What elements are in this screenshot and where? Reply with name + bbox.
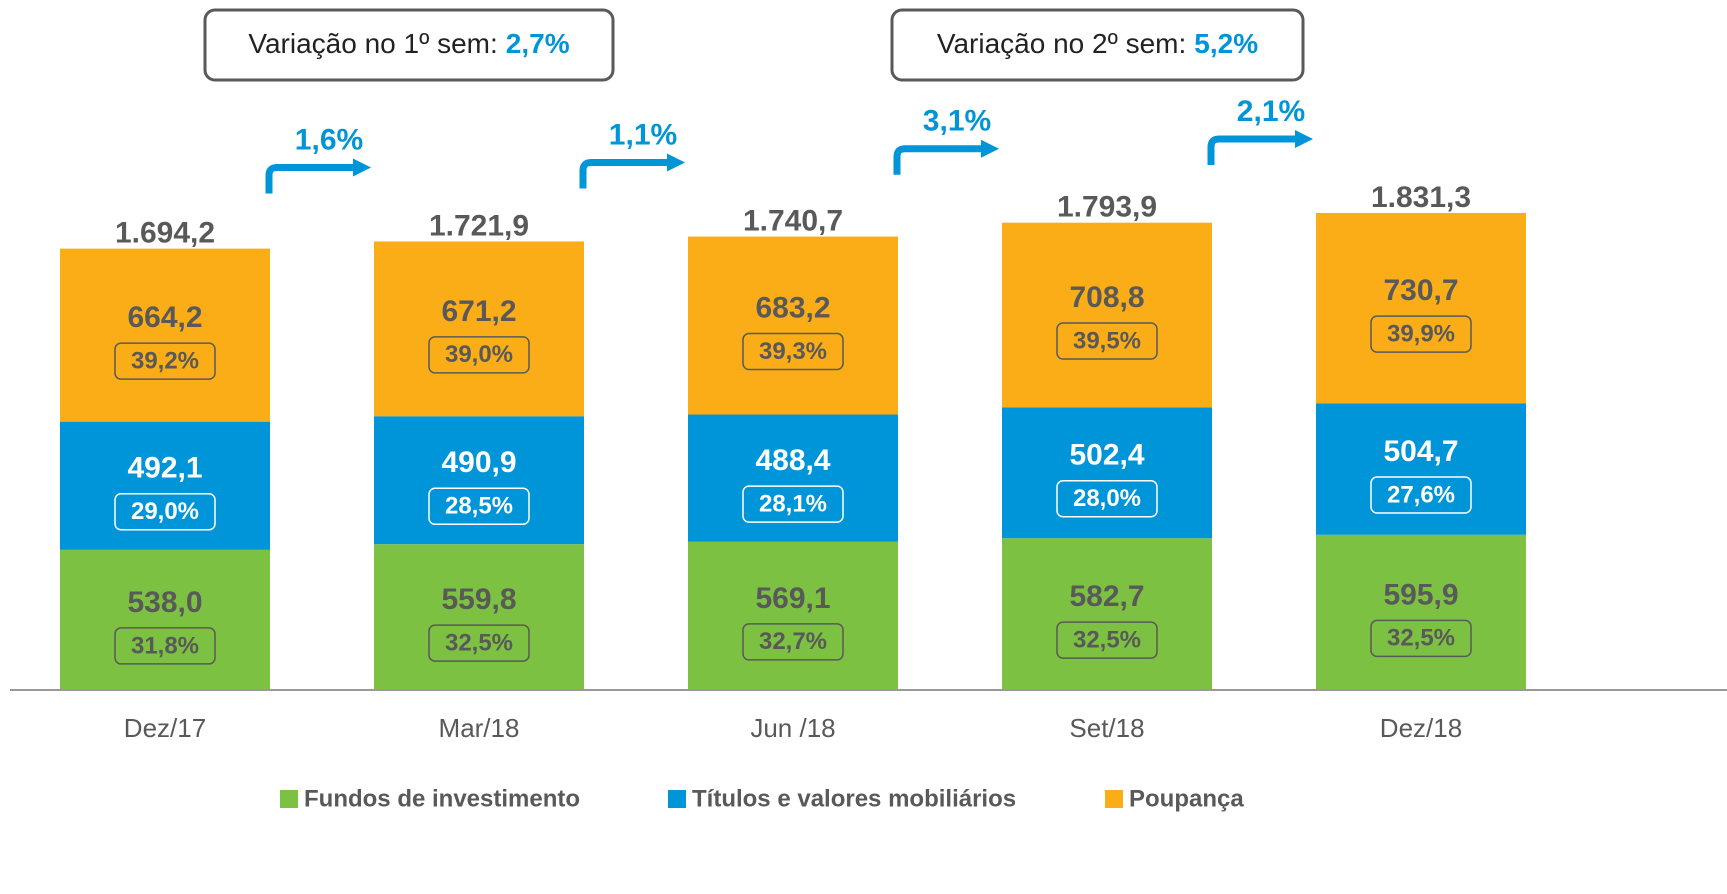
share-label: 27,6% [1387, 481, 1455, 508]
growth-arrow [893, 145, 983, 175]
legend-label: Títulos e valores mobiliários [692, 785, 1016, 812]
value-label: 671,2 [441, 295, 516, 328]
legend-label: Poupança [1129, 785, 1244, 812]
annotation-box [890, 8, 1305, 82]
bar-segment [1002, 222, 1212, 408]
share-box [742, 623, 844, 661]
bar-segment [1316, 403, 1526, 535]
annotation-text: Variação no 2º sem: [937, 28, 1186, 59]
share-label: 28,1% [759, 490, 827, 517]
bar-segment [1316, 534, 1526, 690]
growth-label: 3,1% [923, 105, 991, 138]
bar-segment [60, 248, 270, 422]
arrow-head [981, 139, 999, 158]
x-tick-label: Dez/18 [1380, 713, 1462, 743]
bar-segment [374, 241, 584, 417]
value-label: 595,9 [1383, 578, 1458, 611]
value-label: 664,2 [127, 301, 202, 334]
x-tick-label: Jun /18 [750, 713, 835, 743]
share-box [114, 627, 216, 665]
legend-label: Fundos de investimento [304, 785, 580, 812]
total-label: 1.831,3 [1371, 181, 1471, 214]
share-box [114, 342, 216, 380]
value-label: 538,0 [127, 586, 202, 619]
share-box [114, 493, 216, 531]
value-label: 502,4 [1069, 439, 1144, 472]
share-box [1056, 621, 1158, 659]
growth-label: 2,1% [1237, 95, 1305, 128]
bar-segment [60, 549, 270, 690]
share-label: 28,5% [445, 493, 513, 520]
annotation-box [203, 8, 615, 82]
share-label: 39,0% [445, 341, 513, 368]
share-box [1370, 619, 1472, 658]
arrow-head [353, 158, 371, 177]
share-box [1370, 315, 1472, 353]
share-box [742, 485, 844, 523]
arrow-head [1295, 129, 1313, 148]
share-box [428, 487, 530, 525]
share-label: 39,2% [131, 347, 199, 374]
bar-segment [1002, 407, 1212, 539]
bar-segment [374, 416, 584, 545]
share-label: 32,5% [1073, 626, 1141, 653]
x-tick-label: Set/18 [1069, 713, 1144, 743]
value-label: 683,2 [755, 291, 830, 324]
legend-swatch [1105, 790, 1123, 808]
growth-arrow [579, 159, 669, 189]
growth-arrow [1207, 135, 1297, 165]
bar-segment [1002, 538, 1212, 690]
total-label: 1.793,9 [1057, 191, 1157, 224]
total-label: 1.721,9 [429, 209, 529, 242]
share-label: 39,9% [1387, 320, 1455, 347]
bar-segment [60, 421, 270, 550]
arrow-head [667, 153, 685, 172]
total-label: 1.694,2 [115, 217, 215, 250]
value-label: 708,8 [1069, 281, 1144, 314]
share-label: 39,5% [1073, 327, 1141, 354]
value-label: 490,9 [441, 446, 516, 479]
bar-segment [688, 541, 898, 690]
value-label: 504,7 [1383, 435, 1458, 468]
share-box [428, 624, 530, 662]
value-label: 492,1 [127, 452, 202, 485]
annotation: Variação no 1º sem: 2,7% [248, 28, 569, 59]
share-label: 29,0% [131, 498, 199, 525]
annotation-value: 5,2% [1194, 28, 1258, 59]
share-label: 32,5% [445, 629, 513, 656]
value-label: 582,7 [1069, 580, 1144, 613]
share-label: 32,7% [759, 628, 827, 655]
share-box [1056, 322, 1158, 360]
share-box [742, 332, 844, 371]
share-label: 39,3% [759, 338, 827, 365]
share-label: 32,5% [1387, 625, 1455, 652]
bar-segment [688, 236, 898, 415]
legend-swatch [668, 790, 686, 808]
annotation: Variação no 2º sem: 5,2% [937, 28, 1258, 59]
value-label: 569,1 [755, 582, 830, 615]
share-box [1370, 476, 1472, 514]
growth-arrow [265, 163, 355, 194]
x-tick-label: Dez/17 [124, 713, 206, 743]
annotation-text: Variação no 1º sem: [248, 28, 497, 59]
bar-segment [688, 414, 898, 542]
share-box [1056, 480, 1158, 518]
value-label: 488,4 [755, 444, 830, 477]
bar-segment [374, 544, 584, 690]
value-label: 730,7 [1383, 274, 1458, 307]
share-label: 31,8% [131, 632, 199, 659]
share-box [428, 336, 530, 374]
growth-label: 1,6% [295, 123, 363, 156]
value-label: 559,8 [441, 583, 516, 616]
share-label: 28,0% [1073, 485, 1141, 512]
legend-swatch [280, 790, 298, 808]
annotation-value: 2,7% [506, 28, 570, 59]
growth-label: 1,1% [609, 118, 677, 151]
bar-segment [1316, 212, 1526, 404]
total-label: 1.740,7 [743, 204, 843, 237]
x-tick-label: Mar/18 [439, 713, 520, 743]
